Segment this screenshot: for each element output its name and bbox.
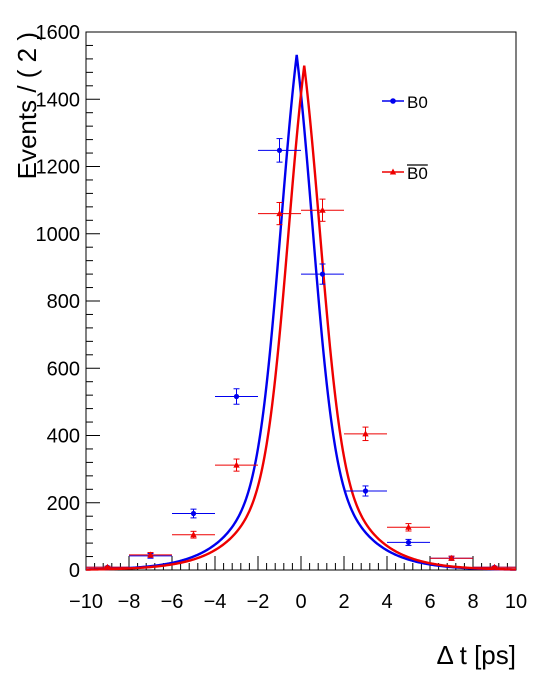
data-point-b0bar xyxy=(405,523,412,530)
y-tick-label: 1600 xyxy=(36,22,81,44)
x-tick-label: 0 xyxy=(295,591,306,613)
plot-frame xyxy=(85,31,517,571)
y-tick-label: 600 xyxy=(47,358,80,380)
data-point-b0bar xyxy=(319,206,326,213)
x-tick-label: 6 xyxy=(424,591,435,613)
legend-label-b0: B0 xyxy=(407,93,428,112)
y-tick-label: 1200 xyxy=(36,157,81,179)
legend-label-b0bar: B0 xyxy=(407,164,428,183)
x-tick-label: −8 xyxy=(118,591,141,613)
x-tick-label: 8 xyxy=(467,591,478,613)
data-points xyxy=(86,138,516,570)
data-point-b0 xyxy=(276,147,283,153)
data-point-b0 xyxy=(319,271,326,277)
y-tick-label: 1000 xyxy=(36,224,81,246)
legend-marker-b0 xyxy=(390,98,396,104)
legend-marker-b0bar xyxy=(389,168,397,175)
y-tick-label: 200 xyxy=(47,493,80,515)
data-point-b0 xyxy=(405,539,412,546)
x-axis: −10 −8 −6 −4 −2 0 2 4 6 8 10 xyxy=(69,556,527,613)
data-point-b0bar xyxy=(104,563,111,570)
x-tick-label: 10 xyxy=(505,591,527,613)
y-tick-label: 800 xyxy=(47,291,80,313)
y-axis: 0 200 400 600 800 1000 1200 1400 1600 xyxy=(36,22,100,582)
data-point-b0bar xyxy=(448,554,455,561)
y-tick-label: 400 xyxy=(47,426,80,448)
x-axis-title: Δ t [ps] xyxy=(436,640,516,670)
x-tick-label: 4 xyxy=(381,591,392,613)
data-point-b0bar xyxy=(233,461,240,468)
legend: B0 B0 xyxy=(382,93,428,183)
data-point-b0 xyxy=(233,393,240,400)
fit-curve-b0 xyxy=(85,54,517,571)
x-tick-label: −10 xyxy=(69,591,103,613)
data-point-b0bar xyxy=(276,210,283,217)
data-point-b0bar xyxy=(190,531,197,538)
x-tick-label: 2 xyxy=(338,591,349,613)
y-tick-label: 1400 xyxy=(36,89,81,111)
x-tick-label: −4 xyxy=(204,591,227,613)
data-point-b0 xyxy=(190,510,197,517)
data-point-b0bar xyxy=(491,563,498,570)
x-tick-label: −6 xyxy=(161,591,184,613)
fit-curves xyxy=(85,54,517,571)
y-axis-title: Events / ( 2 ) xyxy=(12,32,42,179)
plot-border xyxy=(85,31,517,571)
fit-curve-b0bar xyxy=(85,65,517,571)
y-tick-label: 0 xyxy=(69,560,80,582)
x-tick-label: −2 xyxy=(247,591,270,613)
data-point-b0bar xyxy=(147,551,154,558)
data-point-b0bar xyxy=(362,430,369,437)
data-point-b0 xyxy=(362,488,369,494)
